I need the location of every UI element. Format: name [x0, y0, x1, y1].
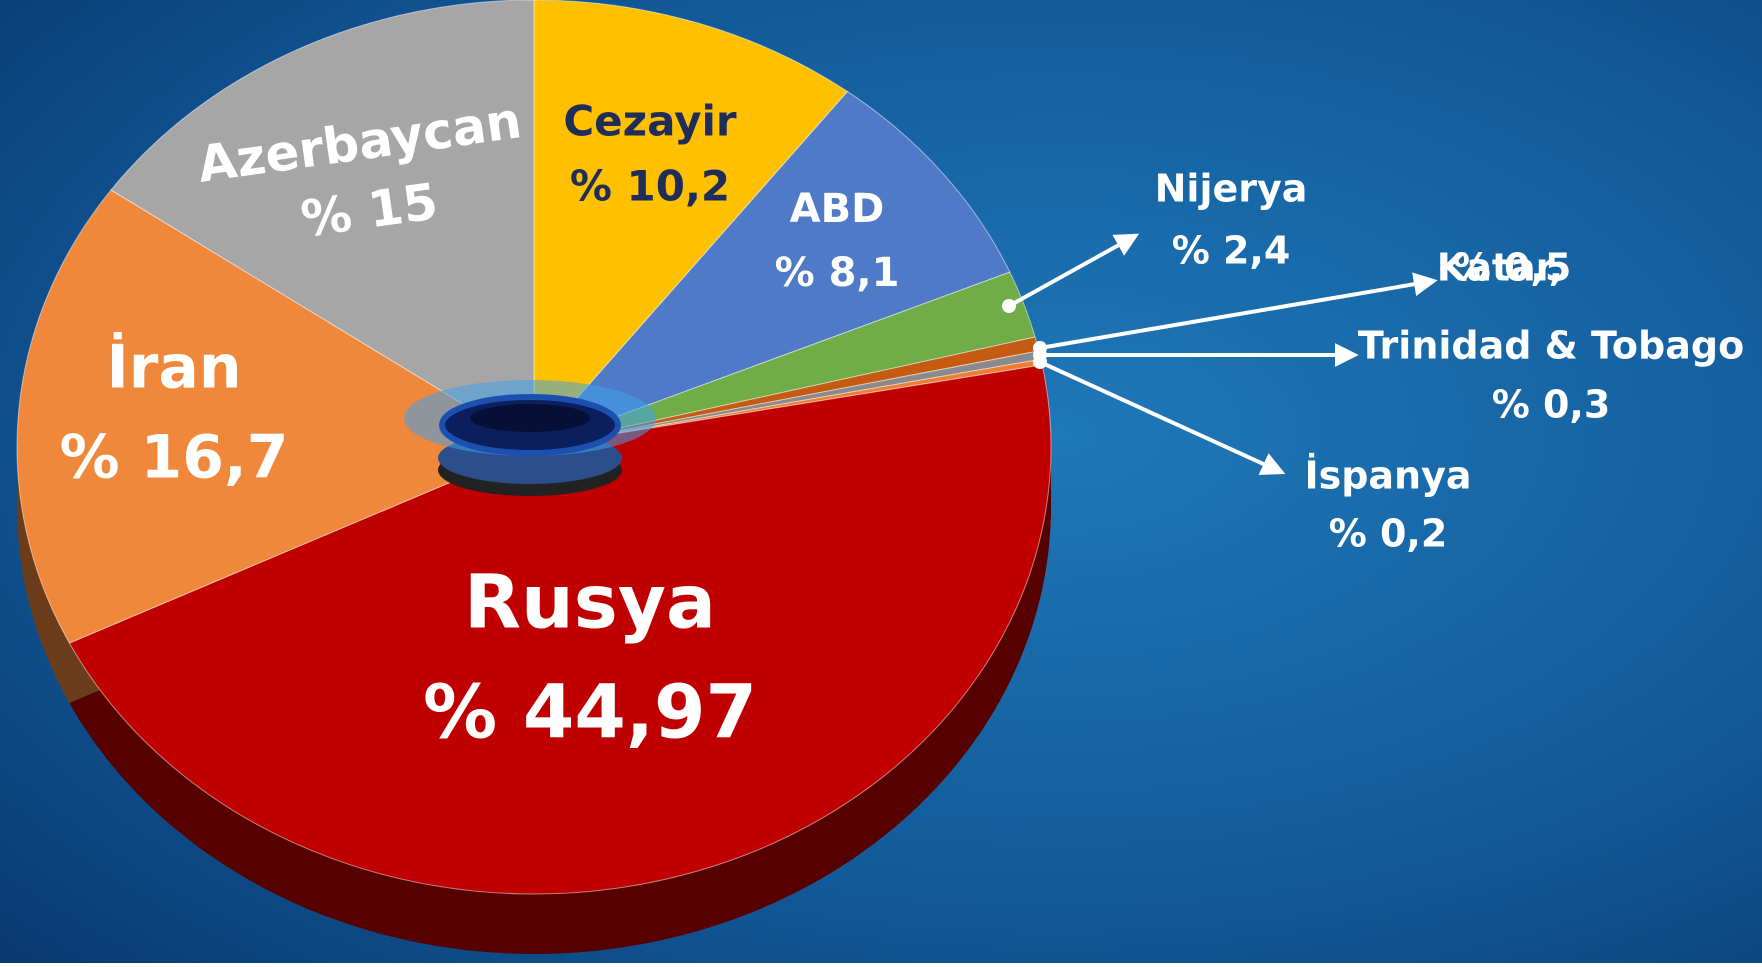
value-label: % 0,5 [1453, 246, 1572, 290]
category-label: Cezayir [563, 97, 737, 146]
category-label: Rusya [464, 560, 716, 646]
value-label: % 0,3 [1492, 383, 1611, 427]
category-label: ABD [790, 186, 885, 232]
pie-top [16, 0, 1052, 895]
leader-dot [1002, 299, 1016, 313]
category-label: İspanya [1304, 454, 1471, 498]
category-label: Trinidad & Tobago [1358, 324, 1744, 368]
value-label: % 8,1 [775, 250, 900, 296]
category-label: Katar, [1437, 246, 1564, 290]
value-label: % 10,2 [570, 162, 730, 211]
leader-dot [1033, 355, 1047, 369]
category-label: İran [106, 331, 241, 403]
slice [533, 90, 1011, 448]
value-label: % 16,7 [59, 423, 288, 493]
slice [16, 189, 536, 644]
slice [68, 364, 1052, 895]
leader-arrow [1008, 233, 1140, 308]
value-label: % 0,2 [1329, 512, 1448, 556]
leader-arrow [1039, 272, 1438, 350]
category-label: Nijerya [1155, 167, 1308, 211]
leader-arrow [1039, 360, 1286, 475]
value-label: % 2,4 [1172, 229, 1291, 273]
burner-icon [404, 380, 656, 496]
slice [110, 0, 535, 448]
slice [533, 0, 849, 449]
value-label: % 44,97 [423, 670, 757, 756]
